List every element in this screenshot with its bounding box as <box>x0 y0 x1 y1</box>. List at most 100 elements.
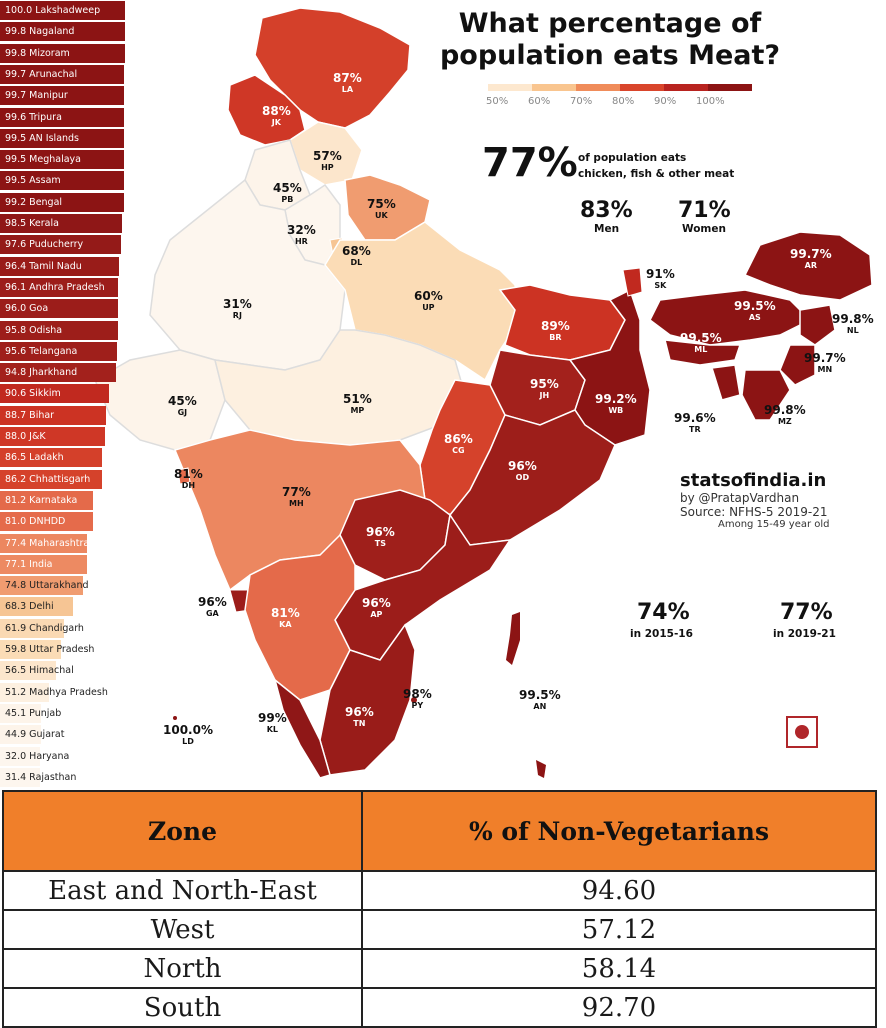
state-percent: 100.0% <box>163 723 213 737</box>
state-label-hp: 57% HP <box>313 150 342 174</box>
state-code: UP <box>422 303 435 312</box>
ranking-bar: 68.3 Delhi <box>0 597 74 617</box>
state-label-uk: 75% UK <box>367 198 396 222</box>
zone-cell: East and North-East <box>2 870 363 911</box>
state-label-gj: 45% GJ <box>168 395 197 419</box>
state-code: NL <box>846 326 859 335</box>
region-SK <box>622 267 643 297</box>
scale-label: 100% <box>696 96 725 107</box>
state-label-dl: 68% DL <box>342 245 371 269</box>
state-label-dh: 81% DH <box>174 468 203 492</box>
zone-header: Zone <box>2 790 363 872</box>
state-percent: 99.5% <box>734 299 776 313</box>
state-percent: 99.7% <box>804 351 846 365</box>
ranking-bar: 59.8 Uttar Pradesh <box>0 640 94 659</box>
state-code: GJ <box>177 408 188 417</box>
ranking-bar: 77.4 Maharashtra <box>0 533 89 553</box>
zone-table: Zone % of Non-Vegetarians East and North… <box>2 790 877 1028</box>
state-percent: 96% <box>366 525 395 539</box>
state-code: TR <box>689 425 701 434</box>
state-code: MP <box>350 406 365 415</box>
trend-label-2015: in 2015-16 <box>630 628 693 640</box>
value-cell: 94.60 <box>361 870 877 911</box>
headline-caption-1: of population eats <box>578 152 687 164</box>
state-percent: 60% <box>414 289 443 303</box>
region-LA <box>254 7 411 129</box>
trend-value-2015: 74% <box>637 600 690 625</box>
ranking-bar: 61.9 Chandigarh <box>0 618 84 638</box>
state-code: PY <box>411 701 424 710</box>
ranking-bar: 99.6 Tripura <box>0 107 125 127</box>
state-label-jh: 95% JH <box>530 378 559 402</box>
scale-label: 80% <box>612 96 635 107</box>
state-percent: 77% <box>282 485 311 499</box>
state-code: TS <box>374 539 386 548</box>
ranking-bar: 31.4 Rajasthan <box>0 767 76 787</box>
state-code: BR <box>549 333 562 342</box>
scale-swatch <box>532 84 576 91</box>
value-cell: 58.14 <box>361 948 877 989</box>
state-percent: 88% <box>262 104 291 118</box>
credit-author: by @PratapVardhan <box>680 491 800 505</box>
map-title: What percentage of population eats Meat? <box>439 8 781 71</box>
state-percent: 99.8% <box>832 312 874 326</box>
state-code: PB <box>281 195 294 204</box>
ranking-bar: 94.8 Jharkhand <box>0 363 116 383</box>
trend-value-2019: 77% <box>780 600 833 625</box>
stats-logo <box>786 716 818 748</box>
state-label-tn: 96% TN <box>345 706 374 730</box>
state-percent: 51% <box>343 392 372 406</box>
state-percent: 95% <box>530 377 559 391</box>
state-percent: 45% <box>273 181 302 195</box>
state-label-mn: 99.7% MN <box>804 352 846 376</box>
state-label-jk: 88% JK <box>262 105 291 129</box>
state-percent: 45% <box>168 394 197 408</box>
ranking-bar: 96.4 Tamil Nadu <box>0 256 119 276</box>
scale-label: 60% <box>528 96 551 107</box>
scale-swatch <box>664 84 708 91</box>
ranking-bar: 45.1 Punjab <box>0 703 61 723</box>
state-label-ts: 96% TS <box>366 526 395 550</box>
state-label-tr: 99.6% TR <box>674 412 716 436</box>
state-code: CG <box>452 446 465 455</box>
state-label-cg: 86% CG <box>444 433 473 457</box>
ranking-bar: 96.0 Goa <box>0 299 119 319</box>
scale-swatch <box>708 84 752 91</box>
state-code: DL <box>350 258 363 267</box>
value-cell: 92.70 <box>361 987 877 1028</box>
state-label-mz: 99.8% MZ <box>764 404 806 428</box>
state-label-wb: 99.2% WB <box>595 393 637 417</box>
nonveg-header: % of Non-Vegetarians <box>361 790 877 872</box>
state-percent: 99.8% <box>764 403 806 417</box>
region-NL <box>799 304 836 346</box>
state-label-mh: 77% MH <box>282 486 311 510</box>
ranking-bar: 95.8 Odisha <box>0 320 118 340</box>
state-label-ga: 96% GA <box>198 596 227 620</box>
value-cell: 57.12 <box>361 909 877 950</box>
state-code: LA <box>341 85 354 94</box>
ranking-bar: 100.0 Lakshadweep <box>0 1 125 20</box>
state-code: WB <box>608 406 624 415</box>
ranking-bar: 99.8 Nagaland <box>0 22 125 42</box>
state-percent: 99.5% <box>519 688 561 702</box>
state-code: SK <box>654 281 667 290</box>
region-OD <box>449 409 616 546</box>
region-MZ <box>741 369 791 421</box>
state-percent: 96% <box>198 595 227 609</box>
ranking-bar: 95.6 Telangana <box>0 341 118 361</box>
table-row: West 57.12 <box>2 909 877 950</box>
state-percent: 99.5% <box>680 331 722 345</box>
women-value: 71% <box>678 198 731 223</box>
scale-swatch <box>620 84 664 91</box>
state-code: AP <box>370 610 383 619</box>
state-label-la: 87% LA <box>333 72 362 96</box>
ranking-bar: 86.2 Chhattisgarh <box>0 469 102 489</box>
state-percent: 98% <box>403 687 432 701</box>
ranking-bar: 97.6 Puducherry <box>0 235 121 255</box>
region-KA <box>244 533 356 701</box>
state-percent: 32% <box>287 223 316 237</box>
region-TR <box>711 364 741 401</box>
ranking-bar: 99.5 AN Islands <box>0 128 125 148</box>
state-percent: 81% <box>271 606 300 620</box>
state-label-ml: 99.5% ML <box>680 332 722 356</box>
